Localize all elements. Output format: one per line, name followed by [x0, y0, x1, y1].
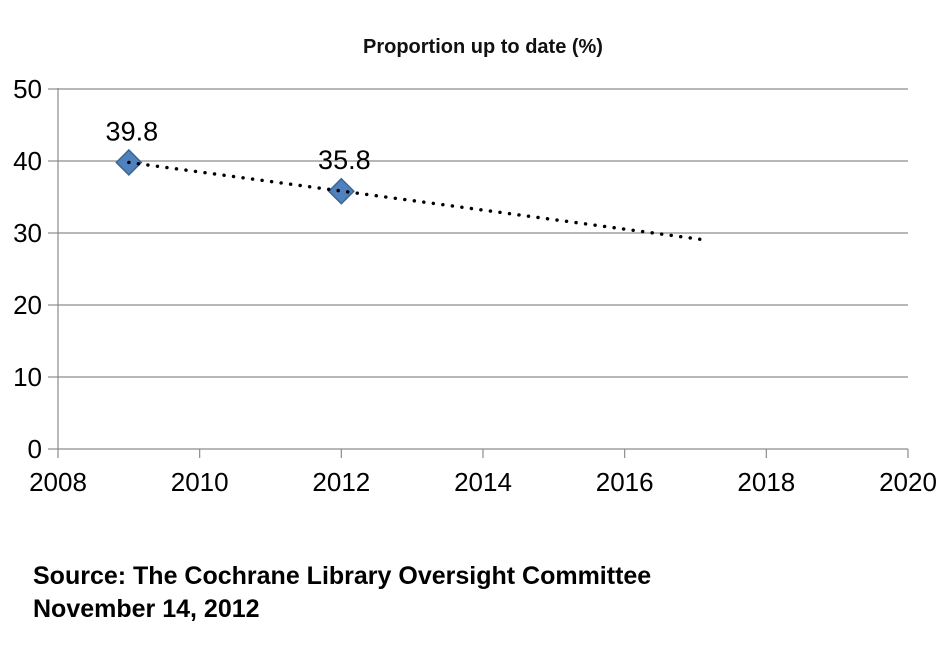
- gridlines: [58, 88, 908, 450]
- y-axis-tick-label: 0: [28, 434, 42, 464]
- data-point-label: 39.8: [106, 116, 159, 146]
- x-axis-tick-labels: 2008 2010 2012 2014 2016 2018 2020: [29, 467, 937, 497]
- x-axis-tick-label: 2020: [879, 467, 937, 497]
- plot-area: 0 10 20 30 40 50 2008 2010 2012 2014 2016 2018 2020…: [13, 74, 937, 497]
- y-axis-tick-label: 30: [13, 218, 42, 248]
- data-point-label: 35.8: [318, 145, 371, 175]
- data-labels: 39.8 35.8: [106, 116, 371, 175]
- x-axis-tick-label: 2018: [737, 467, 795, 497]
- trendline-group: [127, 160, 704, 242]
- x-axis-tick-label: 2012: [312, 467, 370, 497]
- y-axis-tick-label: 20: [13, 290, 42, 320]
- axis-ticks: [48, 88, 909, 458]
- y-axis-tick-label: 50: [13, 74, 42, 104]
- x-axis-tick-label: 2010: [171, 467, 229, 497]
- y-axis-tick-labels: 0 10 20 30 40 50: [13, 74, 42, 464]
- x-axis-tick-label: 2008: [29, 467, 87, 497]
- trendline: [127, 160, 704, 242]
- y-axis-tick-label: 40: [13, 146, 42, 176]
- y-axis-tick-label: 10: [13, 362, 42, 392]
- source-note-line-1: Source: The Cochrane Library Oversight C…: [33, 562, 652, 590]
- data-point-marker: [327, 177, 355, 205]
- source-note: Source: The Cochrane Library Oversight C…: [33, 560, 651, 625]
- chart-title: Proportion up to date (%): [363, 36, 603, 58]
- x-axis-tick-label: 2016: [596, 467, 654, 497]
- x-axis-tick-label: 2014: [454, 467, 512, 497]
- source-note-line-2: November 14, 2012: [33, 594, 260, 623]
